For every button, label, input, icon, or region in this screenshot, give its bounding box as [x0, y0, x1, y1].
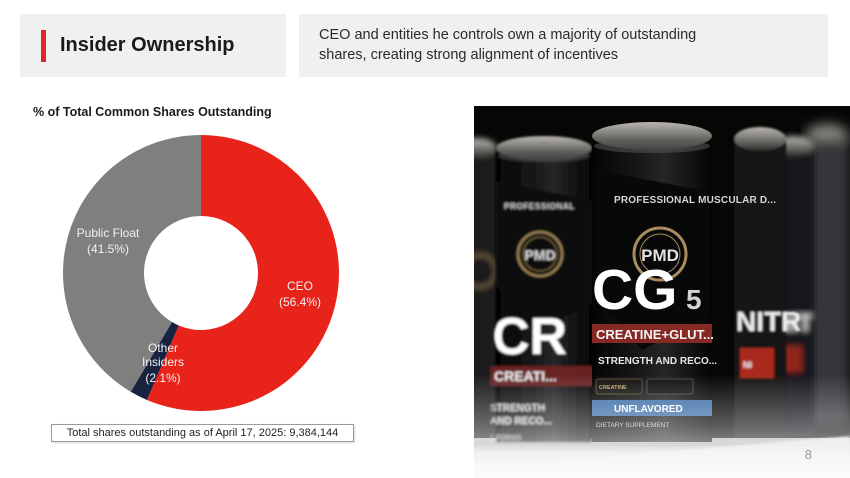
svg-text:(56.4%): (56.4%) — [279, 295, 321, 309]
svg-text:(41.5%): (41.5%) — [87, 242, 129, 256]
svg-text:Insiders: Insiders — [142, 355, 184, 369]
svg-text:CEO: CEO — [287, 279, 313, 293]
svg-text:(2.1%): (2.1%) — [145, 371, 180, 385]
svg-text:Public Float: Public Float — [77, 226, 140, 240]
svg-text:Other: Other — [148, 341, 178, 355]
